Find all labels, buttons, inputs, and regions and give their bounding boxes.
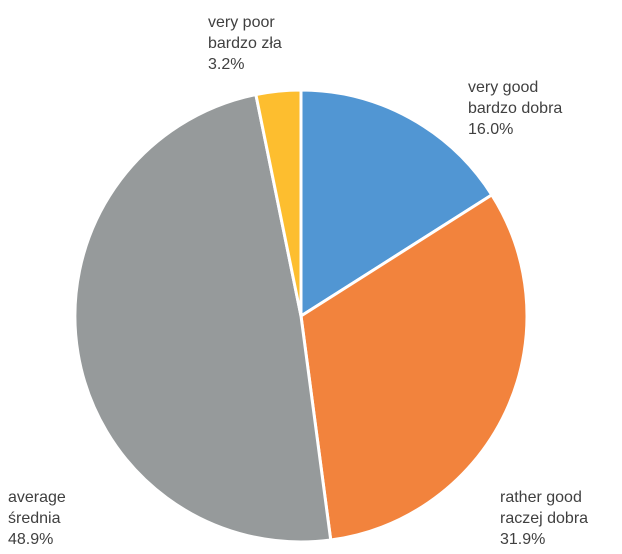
slice-label-very-poor: very poor bardzo zła 3.2% bbox=[208, 14, 286, 73]
slice-label-very-poor-value: 3.2% bbox=[208, 56, 244, 73]
slices-layer bbox=[73, 88, 529, 544]
slice-label-average-pl: średnia bbox=[8, 510, 61, 527]
slice-label-rather-good: rather good raczej dobra 31.9% bbox=[500, 489, 593, 548]
slice-label-very-good-en: very good bbox=[468, 79, 538, 96]
pie-slice-average bbox=[73, 93, 333, 544]
slice-label-average: average średnia 48.9% bbox=[8, 489, 70, 548]
pie-slice-rather-good bbox=[299, 193, 529, 542]
slice-label-rather-good-value: 31.9% bbox=[500, 531, 545, 548]
slice-label-rather-good-en: rather good bbox=[500, 489, 582, 506]
slice-label-very-good-value: 16.0% bbox=[468, 121, 513, 138]
pie-slice-very-poor bbox=[254, 88, 303, 318]
labels-layer: very good bardzo dobra 16.0% rather good… bbox=[8, 14, 593, 548]
slice-label-average-value: 48.9% bbox=[8, 531, 53, 548]
slice-label-very-poor-en: very poor bbox=[208, 14, 275, 31]
slice-label-rather-good-pl: raczej dobra bbox=[500, 510, 588, 527]
slice-label-average-en: average bbox=[8, 489, 66, 506]
pie-slice-very-good bbox=[299, 88, 494, 318]
slice-label-very-poor-pl: bardzo zła bbox=[208, 35, 282, 52]
slice-label-very-good-pl: bardzo dobra bbox=[468, 100, 562, 117]
slice-label-very-good: very good bardzo dobra 16.0% bbox=[468, 79, 567, 138]
